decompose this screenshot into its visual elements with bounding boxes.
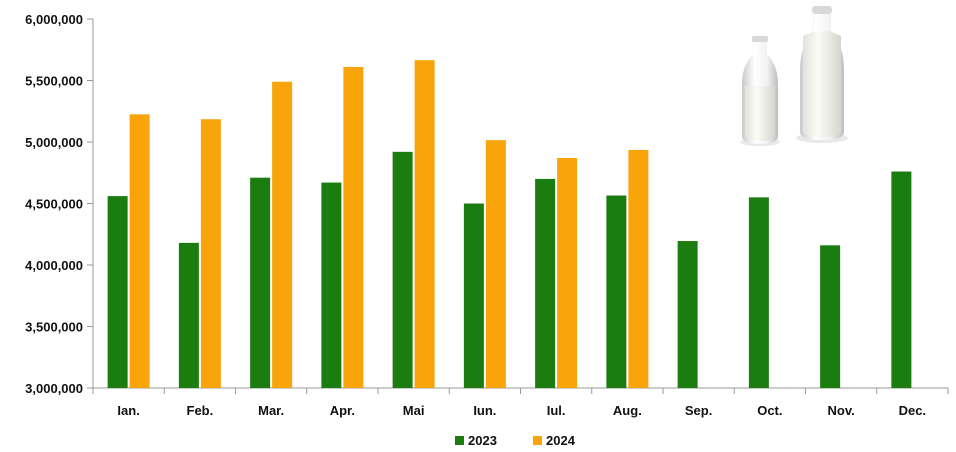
bar-2023-11	[891, 171, 912, 388]
bar-2024-7	[628, 149, 649, 388]
x-tick-label: Iul.	[547, 403, 566, 418]
legend-swatch-2024	[533, 436, 542, 445]
x-tick-label: Feb.	[187, 403, 214, 418]
bar-2023-8	[677, 241, 698, 388]
y-tick-label: 4,500,000	[25, 197, 83, 212]
y-tick-label: 5,000,000	[25, 135, 83, 150]
bar-2024-1	[200, 119, 221, 389]
bar-2023-2	[250, 177, 271, 388]
y-axis: 3,000,000 3,500,000 4,000,000 4,500,000 5,00…	[25, 12, 94, 396]
bar-2024-3	[343, 66, 364, 388]
y-tick-label: 6,000,000	[25, 12, 83, 27]
x-tick-label: Iun.	[473, 403, 496, 418]
x-tick-label: Ian.	[117, 403, 139, 418]
y-tick-label: 4,000,000	[25, 258, 83, 273]
bar-2024-0	[129, 114, 150, 388]
x-tick-label: Aug.	[613, 403, 642, 418]
legend-label-2024: 2024	[546, 433, 576, 448]
bar-2023-3	[321, 182, 342, 388]
legend-swatch-2023	[455, 436, 464, 445]
bar-2024-6	[557, 157, 578, 388]
bar-2023-0	[107, 196, 128, 388]
bar-2023-1	[178, 242, 199, 388]
x-tick-label: Oct.	[757, 403, 782, 418]
x-tick-label: Sep.	[685, 403, 712, 418]
bar-2023-5	[463, 203, 484, 388]
x-axis: Ian. Feb. Mar. Apr. Mai Iun. Iul. Aug. Sep. Oct. N…	[92, 387, 949, 418]
bar-2024-4	[414, 60, 435, 389]
legend: 2023 2024	[455, 433, 576, 448]
y-tick-label: 3,000,000	[25, 381, 83, 396]
bar-2023-6	[535, 178, 556, 388]
x-tick-label: Mai	[403, 403, 425, 418]
bar-2023-4	[392, 151, 413, 388]
bars	[107, 60, 912, 389]
legend-label-2023: 2023	[468, 433, 497, 448]
milk-bottles-icon	[740, 6, 848, 146]
x-tick-label: Nov.	[828, 403, 855, 418]
x-tick-label: Apr.	[330, 403, 355, 418]
y-tick-label: 5,500,000	[25, 74, 83, 89]
x-tick-label: Mar.	[258, 403, 284, 418]
bar-2023-7	[606, 195, 627, 388]
x-tick-label: Dec.	[899, 403, 926, 418]
bar-2024-2	[272, 81, 293, 388]
bar-2023-9	[748, 197, 769, 388]
bar-2023-10	[820, 245, 841, 388]
bar-2024-5	[485, 140, 506, 388]
y-tick-label: 3,500,000	[25, 320, 83, 335]
